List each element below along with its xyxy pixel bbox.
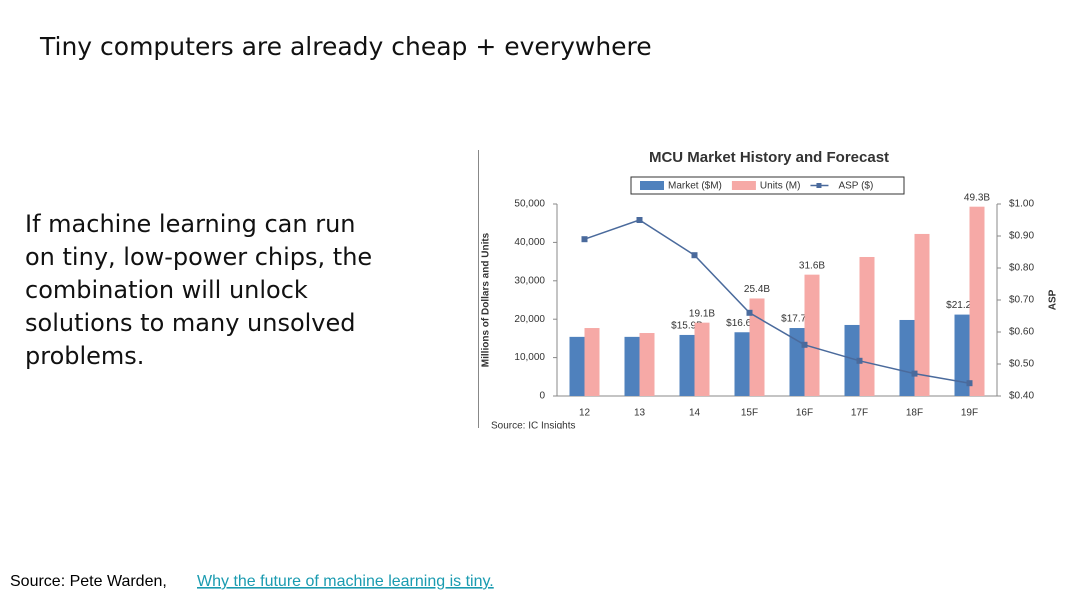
x-tick-label: 15F [741,408,758,419]
y-tick-label: 10,000 [514,352,545,363]
y-tick-label: 30,000 [514,275,545,286]
bar [789,328,805,396]
line-marker [911,370,918,377]
bar [914,233,930,396]
y2-tick-label: $0.40 [1009,391,1034,402]
value-label: $15.9B [671,321,703,332]
y2-axis-label: ASP [1048,289,1059,310]
y-tick-label: 0 [539,391,545,402]
line-marker [856,357,863,364]
bar [899,319,915,396]
value-label: 19.1B [689,308,715,319]
body-line: If machine learning can run [25,210,356,238]
body-line: combination will unlock [25,276,308,304]
legend-swatch [731,181,756,190]
y-axis-label: Millions of Dollars and Units [481,232,492,367]
value-label: 31.6B [799,260,825,271]
bar [804,274,820,396]
bar [694,322,710,396]
line [584,219,970,384]
chart-title: MCU Market History and Forecast [649,149,889,166]
chart-source: Source: IC Insights [491,421,575,432]
y-tick-label: 40,000 [514,237,545,248]
legend-box [630,176,905,195]
legend-swatch [640,181,664,190]
slide-title: Tiny computers are already cheap + every… [39,32,652,61]
bar [584,328,600,396]
y-tick-label: 50,000 [514,199,545,210]
value-label: $16.6B [726,318,758,329]
bar [569,336,585,396]
bar [679,334,695,396]
x-tick-label: 18F [906,408,923,419]
body-line: on tiny, low-power chips, the [25,243,372,271]
body-line: problems. [25,342,144,370]
x-tick-label: 14 [689,408,701,419]
value-label: 49.3B [964,192,990,203]
line-marker [746,309,753,316]
y2-tick-label: $0.60 [1009,327,1034,338]
line-marker [581,236,588,243]
y2-tick-label: $0.80 [1009,263,1034,274]
line-marker [801,341,808,348]
bar [969,206,985,396]
y2-tick-label: $0.90 [1009,231,1034,242]
bar [749,298,765,396]
bar [639,333,655,396]
legend-swatch [816,183,822,188]
x-tick-label: 13 [634,408,646,419]
chart: MCU Market History and Forecast 0 10,000 20… [481,149,1059,432]
line-marker [966,380,973,387]
value-label: $17.7B [781,314,813,325]
legend-label: Units (M) [760,181,801,192]
x-tick-label: 12 [579,408,591,419]
y-tick-label: 20,000 [514,314,545,325]
x-tick-label: 19F [961,408,978,419]
body-line: solutions to many unsolved [25,309,356,337]
legend-label: Market ($M) [668,181,722,192]
value-label: $21.2B [946,300,978,311]
y2-tick-label: $0.70 [1009,295,1034,306]
line-marker [691,252,698,259]
y2-tick-label: $1.00 [1009,199,1034,210]
y2-tick-label: $0.50 [1009,359,1034,370]
x-tick-label: 17F [851,408,868,419]
bar [624,336,640,396]
footer-label: Source: Pete Warden, [10,573,167,590]
value-label: 25.4B [744,284,770,295]
legend-label: ASP ($) [838,181,873,192]
bar [859,256,875,396]
bar [734,332,750,396]
line-marker [636,217,643,223]
x-tick-label: 16F [796,408,813,419]
bar [844,324,860,396]
bar [954,314,970,396]
footer-link[interactable]: Why the future of machine learning is ti… [197,573,494,590]
body-text: If machine learning can run on tiny, low-… [25,210,372,370]
